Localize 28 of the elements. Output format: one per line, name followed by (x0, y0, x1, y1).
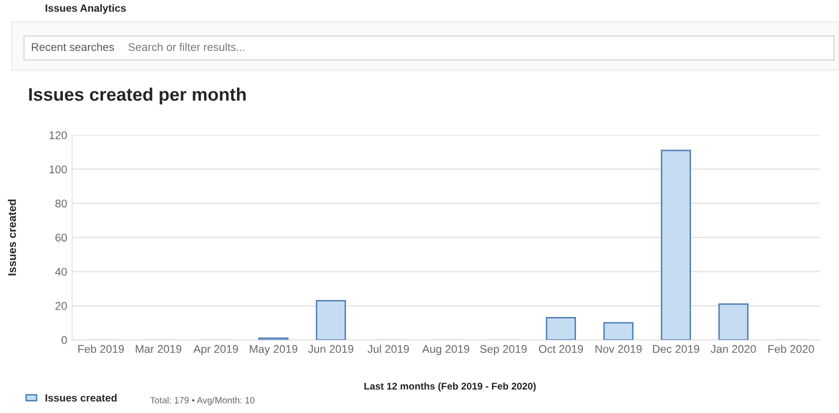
x-tick-label: Oct 2019 (538, 345, 583, 353)
y-tick-label: 120 (50, 131, 67, 140)
x-tick-label: Dec 2019 (653, 345, 700, 353)
x-tick-label: Feb 2020 (768, 344, 814, 353)
x-tick-label: Jul 2019 (368, 344, 409, 353)
y-tick-label: 60 (56, 234, 67, 242)
x-tick-label: Apr 2019 (193, 345, 238, 356)
y-tick-label: 40 (55, 268, 67, 276)
text: Total: 179 • Avg/Month: 10 (150, 396, 255, 406)
x-tick-label: Sep 2019 (480, 345, 527, 356)
text: Search or filter results... (128, 42, 244, 51)
y-tick-label: 80 (55, 200, 67, 208)
y-axis-title: Issues created (8, 200, 16, 276)
y-tick-label: 20 (55, 302, 67, 310)
x-tick-label: Aug 2019 (422, 345, 470, 356)
x-tick-label: Nov 2019 (596, 345, 642, 353)
x-tick-label: Jun 2019 (308, 345, 354, 353)
legend-label: Issues created (46, 394, 117, 402)
text: Issues Analytics (46, 4, 126, 14)
x-tick-label: Mar 2019 (136, 345, 182, 353)
text: Recent searches (32, 42, 114, 51)
x-tick-label: Jan 2020 (710, 345, 756, 353)
y-tick-label: 100 (50, 165, 67, 174)
text: Last 12 months (Feb 2019 - Feb 2020) (364, 382, 536, 392)
chart-title: Issues created per month (29, 88, 246, 104)
x-tick-label: Feb 2019 (78, 344, 124, 353)
x-tick-label: May 2019 (250, 345, 298, 356)
y-tick-label: 0 (62, 336, 67, 344)
